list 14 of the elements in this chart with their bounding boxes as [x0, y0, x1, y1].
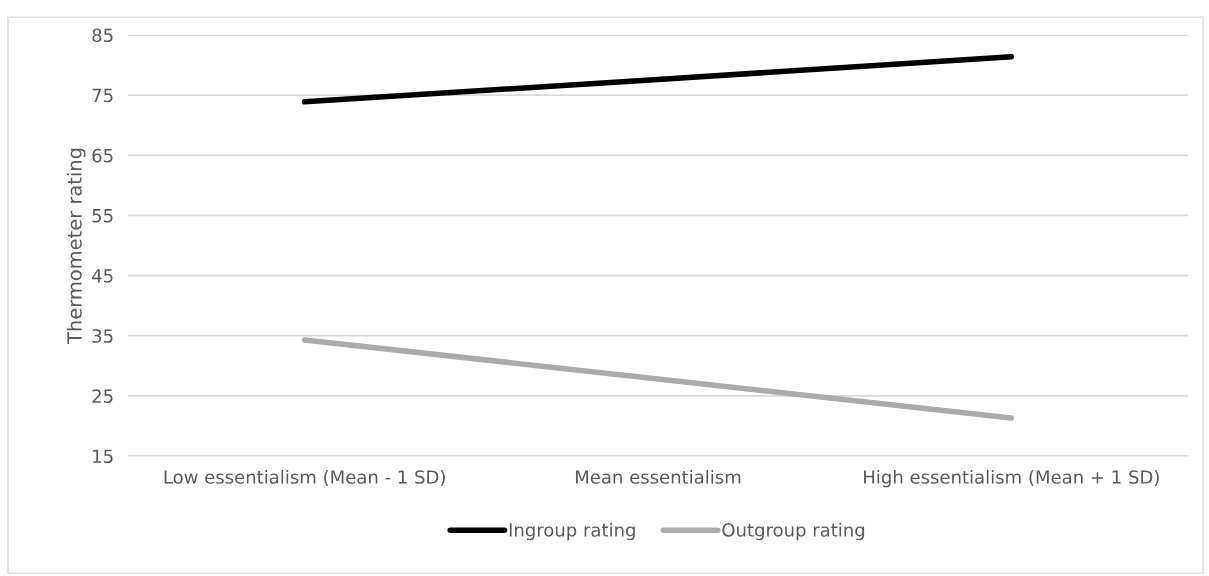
y-tick-label: 15: [93, 449, 113, 464]
y-tick-label: 65: [92, 148, 113, 163]
y-tick-label: 85: [92, 28, 113, 43]
x-tick-label: Low essentialism (Mean - 1 SD): [164, 469, 445, 486]
y-tick-label: 55: [92, 209, 113, 223]
legend-label: Outgroup rating: [722, 522, 865, 541]
legend-label: Ingroup rating: [509, 522, 635, 541]
y-tick-label: 35: [92, 329, 113, 343]
y-tick-label: 45: [92, 269, 113, 283]
x-tick-label: High essentialism (Mean + 1 SD): [864, 469, 1159, 488]
y-tick-label: 25: [92, 389, 113, 403]
y-tick-label: 75: [92, 88, 113, 103]
x-tick-label: Mean essentialism: [575, 469, 741, 484]
y-axis-title: Thermometer rating: [66, 148, 86, 345]
